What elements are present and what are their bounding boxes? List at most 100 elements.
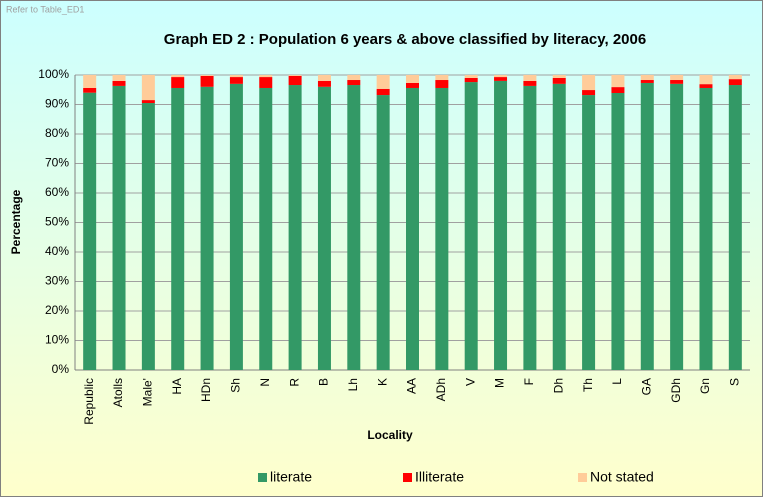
bar-segment (494, 77, 508, 81)
bar-segment (552, 77, 566, 84)
x-tick-label: AA (405, 378, 419, 394)
x-tick-label: V (463, 378, 477, 386)
bar-segment (288, 75, 302, 86)
bar-segment (141, 100, 155, 104)
bar-segment (406, 82, 419, 88)
bar-segment (288, 85, 302, 370)
y-tick-label: 50% (45, 215, 69, 229)
bar-segment (670, 75, 684, 81)
bar-segment (317, 75, 331, 81)
bar-segment (200, 75, 214, 76)
bar-segment (435, 87, 449, 370)
bar-segment (347, 75, 361, 81)
y-tick-label: 40% (45, 244, 69, 258)
note: Refer to Table_ED1 (6, 4, 84, 14)
legend-label: literate (270, 469, 312, 485)
bar-segment (728, 79, 742, 86)
bar-segment (728, 75, 742, 80)
legend-label: Not stated (590, 469, 654, 485)
bar-segment (552, 83, 566, 370)
bar-segment (464, 77, 478, 83)
x-tick-label: Male' (141, 378, 155, 406)
bar-segment (112, 75, 126, 81)
bar-segment (640, 82, 654, 370)
bar-segment (83, 92, 97, 370)
bar-segment (523, 80, 537, 86)
legend-swatch (258, 473, 267, 482)
bar-segment (464, 82, 478, 370)
bar-segment (259, 75, 273, 78)
x-tick-label: F (522, 378, 536, 385)
bar-segment (347, 80, 361, 86)
x-tick-label: HDn (199, 378, 213, 402)
bar-segment (640, 75, 654, 81)
bar-segment (582, 95, 596, 370)
bar-segment (229, 83, 243, 370)
x-tick-label: Atolls (111, 378, 125, 407)
bar-segment (259, 87, 273, 370)
bar-segment (112, 80, 126, 86)
bar-segment (83, 75, 97, 88)
x-tick-label: GA (639, 378, 653, 395)
x-tick-label: HA (170, 378, 184, 395)
bar-segment (670, 80, 684, 84)
bar-segment (288, 75, 302, 76)
bar-segment (200, 75, 214, 87)
bar-segment (171, 77, 185, 88)
bar-segment (229, 77, 243, 84)
bar-segment (494, 80, 508, 371)
y-tick-label: 20% (45, 303, 69, 317)
bar-segment (523, 85, 537, 370)
legend-swatch (578, 473, 587, 482)
bar-segment (670, 83, 684, 370)
y-tick-label: 90% (45, 97, 69, 111)
bar-segment (611, 87, 625, 93)
bar-segment (435, 80, 449, 88)
bar-segment (83, 87, 97, 93)
x-tick-label: ADh (434, 378, 448, 401)
x-tick-label: Dh (551, 378, 565, 393)
bar-segment (141, 103, 155, 371)
bar-segment (406, 75, 419, 83)
y-axis-label: Percentage (9, 189, 23, 254)
bar-segment (728, 85, 742, 370)
y-tick-label: 100% (38, 67, 69, 81)
x-tick-label: B (317, 378, 331, 386)
y-tick-label: 80% (45, 126, 69, 140)
bar-segment (112, 85, 126, 370)
y-tick-label: 30% (45, 274, 69, 288)
x-tick-label: Sh (229, 378, 243, 393)
x-tick-label: M (493, 378, 507, 388)
legend-label: Illiterate (415, 469, 464, 485)
bar-segment (464, 75, 478, 78)
bar-segment (141, 75, 155, 101)
bar-segment (523, 75, 537, 81)
bar-segment (611, 75, 625, 88)
x-tick-label: N (258, 378, 272, 387)
chart-title: Graph ED 2 : Population 6 years & above … (164, 31, 646, 48)
legend-swatch (403, 473, 412, 482)
bar-segment (317, 80, 331, 87)
bar-segment (200, 86, 214, 371)
y-tick-label: 0% (52, 362, 70, 376)
y-tick-label: 70% (45, 156, 69, 170)
bar-segment (699, 84, 713, 88)
bar-segment (552, 75, 566, 78)
x-tick-label: L (610, 378, 624, 385)
bar-segment (640, 80, 654, 83)
y-tick-label: 60% (45, 185, 69, 199)
bar-segment (171, 75, 185, 78)
x-tick-label: GDh (669, 378, 683, 403)
x-tick-label: Th (581, 378, 595, 392)
bar-segment (259, 77, 273, 88)
bar-segment (171, 87, 185, 370)
bar-segment (699, 87, 713, 370)
bar-segment (347, 85, 361, 370)
x-tick-label: K (375, 378, 389, 386)
bar-segment (611, 92, 625, 371)
bar-segment (317, 86, 331, 371)
bar-segment (582, 90, 596, 96)
bar-segment (582, 75, 596, 91)
bar-segment (376, 95, 390, 370)
